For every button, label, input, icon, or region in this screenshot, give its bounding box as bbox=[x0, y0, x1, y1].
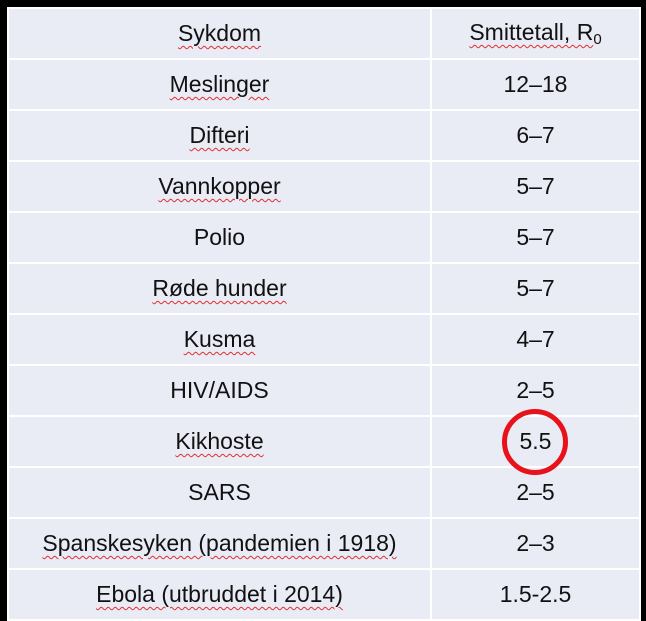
disease-name: Vannkopper bbox=[158, 173, 281, 199]
r0-cell: 5–7 bbox=[430, 262, 641, 315]
disease-cell: SARS bbox=[7, 466, 432, 519]
disease-cell: Difteri bbox=[7, 109, 432, 162]
table-row: Røde hunder 5–7 bbox=[7, 262, 641, 315]
r0-cell: 1.5-2.5 bbox=[430, 568, 641, 621]
r0-value: 12–18 bbox=[503, 71, 568, 97]
r0-value: 2–5 bbox=[516, 377, 555, 403]
r0-cell: 2–3 bbox=[430, 517, 641, 570]
r0-cell: 5.5 bbox=[430, 408, 641, 475]
r0-value: 5–7 bbox=[516, 224, 555, 250]
disease-cell: Spanskesyken (pandemien i 1918) bbox=[7, 517, 432, 570]
table-row: Spanskesyken (pandemien i 1918) 2–3 bbox=[7, 517, 641, 570]
disease-name: Meslinger bbox=[169, 71, 270, 97]
r0-value: 1.5-2.5 bbox=[499, 581, 572, 607]
r0-table: Sykdom Smittetall, R0 Meslinger 12–18 Di… bbox=[7, 7, 641, 621]
highlight-circle bbox=[502, 408, 569, 475]
r0-cell: 4–7 bbox=[430, 313, 641, 366]
header-disease-label: Sykdom bbox=[177, 20, 262, 46]
disease-name: Spanskesyken (pandemien i 1918) bbox=[42, 530, 397, 556]
r0-value: 5–7 bbox=[516, 275, 555, 301]
header-r0-label: Smittetall, R bbox=[469, 19, 594, 45]
table-row: Kikhoste 5.5 bbox=[7, 408, 641, 475]
disease-name: Kusma bbox=[183, 326, 256, 352]
header-disease-cell: Sykdom bbox=[7, 7, 432, 60]
r0-cell: 2–5 bbox=[430, 364, 641, 417]
r0-cell: 12–18 bbox=[430, 58, 641, 111]
slide-table-frame: Sykdom Smittetall, R0 Meslinger 12–18 Di… bbox=[7, 7, 641, 621]
table-row: SARS 2–5 bbox=[7, 466, 641, 519]
header-r0-subscript: 0 bbox=[593, 31, 602, 48]
disease-name: Ebola (utbruddet i 2014) bbox=[96, 581, 343, 607]
r0-value: 4–7 bbox=[516, 326, 555, 352]
table-row: Meslinger 12–18 bbox=[7, 58, 641, 111]
disease-name: Røde hunder bbox=[152, 275, 287, 301]
header-r0-cell: Smittetall, R0 bbox=[430, 7, 641, 60]
disease-cell: Kusma bbox=[7, 313, 432, 366]
table-row: Polio 5–7 bbox=[7, 211, 641, 264]
r0-cell: 6–7 bbox=[430, 109, 641, 162]
disease-cell: Røde hunder bbox=[7, 262, 432, 315]
highlighted-r0: 5.5 bbox=[502, 408, 569, 475]
disease-name: Kikhoste bbox=[175, 428, 264, 454]
r0-cell: 5–7 bbox=[430, 160, 641, 213]
disease-cell: Polio bbox=[7, 211, 432, 264]
r0-value: 5–7 bbox=[516, 173, 555, 199]
r0-value: 2–3 bbox=[516, 530, 555, 556]
r0-cell: 2–5 bbox=[430, 466, 641, 519]
disease-name: HIV/AIDS bbox=[170, 377, 269, 403]
disease-cell: Kikhoste bbox=[7, 415, 432, 468]
disease-name: Polio bbox=[193, 224, 246, 250]
table-row: Ebola (utbruddet i 2014) 1.5-2.5 bbox=[7, 568, 641, 621]
table-row: Difteri 6–7 bbox=[7, 109, 641, 162]
r0-value: 2–5 bbox=[516, 479, 555, 505]
disease-name: Difteri bbox=[189, 122, 250, 148]
table-header-row: Sykdom Smittetall, R0 bbox=[7, 7, 641, 60]
disease-cell: Ebola (utbruddet i 2014) bbox=[7, 568, 432, 621]
table-row: Kusma 4–7 bbox=[7, 313, 641, 366]
table-row: Vannkopper 5–7 bbox=[7, 160, 641, 213]
table-row: HIV/AIDS 2–5 bbox=[7, 364, 641, 417]
disease-cell: Vannkopper bbox=[7, 160, 432, 213]
disease-name: SARS bbox=[188, 479, 251, 505]
r0-value: 6–7 bbox=[516, 122, 555, 148]
disease-cell: Meslinger bbox=[7, 58, 432, 111]
r0-cell: 5–7 bbox=[430, 211, 641, 264]
disease-cell: HIV/AIDS bbox=[7, 364, 432, 417]
